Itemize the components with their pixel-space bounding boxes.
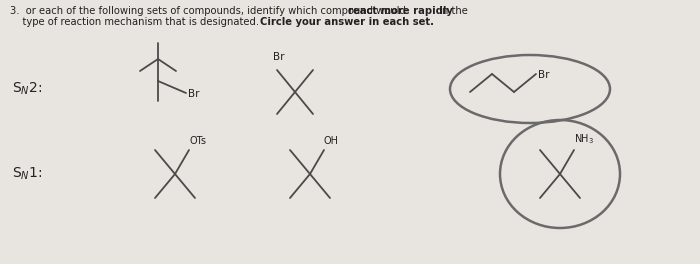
Text: Br: Br: [273, 52, 285, 62]
Text: OTs: OTs: [189, 136, 206, 146]
Text: 3.  or each of the following sets of compounds, identify which compound would: 3. or each of the following sets of comp…: [10, 6, 409, 16]
Text: Br: Br: [538, 70, 550, 80]
Text: type of reaction mechanism that is designated.: type of reaction mechanism that is desig…: [10, 17, 262, 27]
Text: Circle your answer in each set.: Circle your answer in each set.: [260, 17, 434, 27]
Text: OH: OH: [324, 136, 339, 146]
Text: S$_N$1:: S$_N$1:: [12, 166, 43, 182]
Text: Br: Br: [188, 89, 199, 99]
Text: in the: in the: [436, 6, 468, 16]
Text: react more rapidly: react more rapidly: [348, 6, 453, 16]
Text: NH$_3$: NH$_3$: [574, 132, 594, 146]
Text: S$_N$2:: S$_N$2:: [12, 81, 43, 97]
